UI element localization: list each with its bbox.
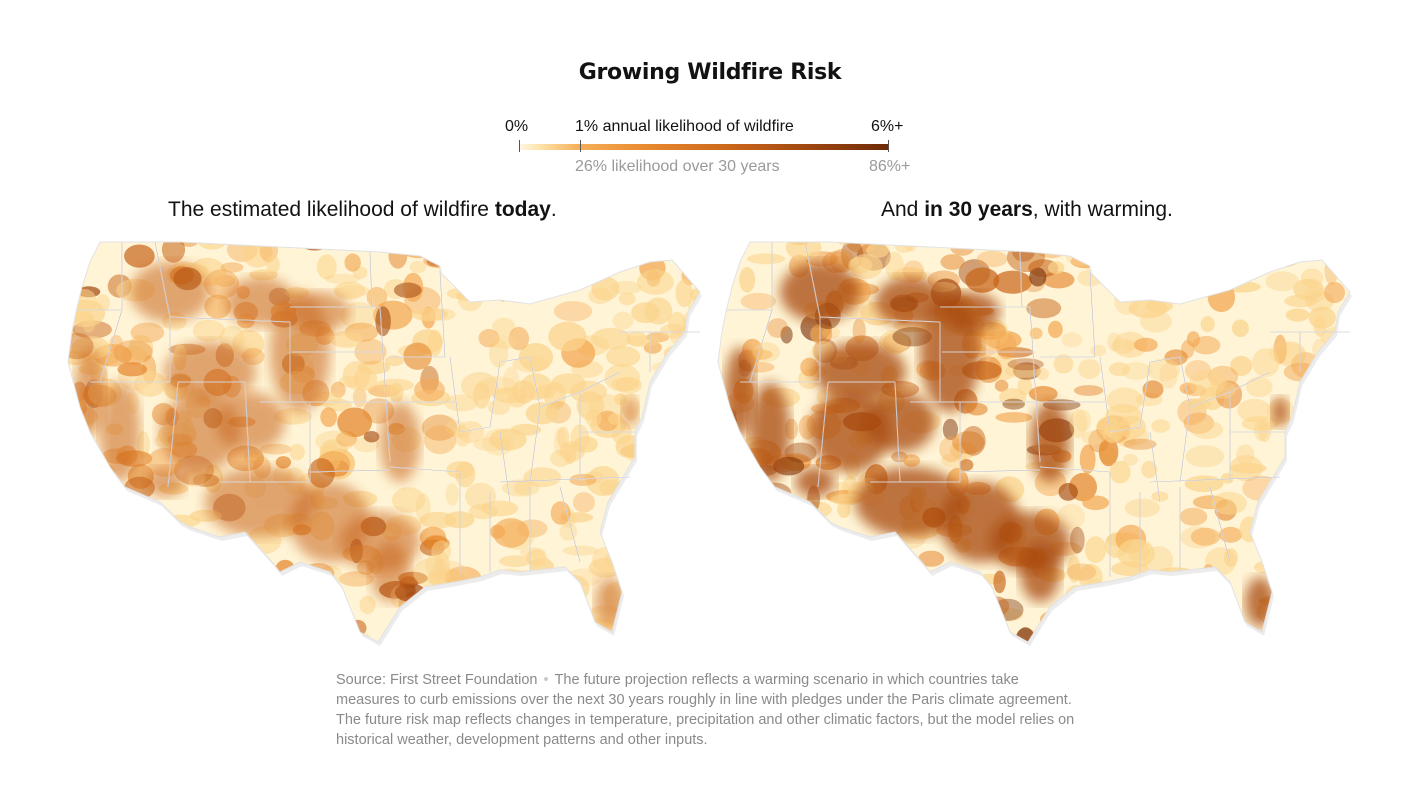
legend-tick-min	[519, 140, 520, 152]
state-borders	[726, 241, 1350, 577]
map-future	[717, 241, 1352, 646]
legend-max-sub-label: 86%+	[869, 158, 911, 175]
separator-dot: •	[543, 672, 549, 688]
heading-suffix: , with warming.	[1032, 198, 1173, 221]
heading-prefix: And	[881, 198, 925, 221]
source-label: Source: First Street Foundation	[336, 672, 538, 688]
heading-suffix: .	[550, 198, 557, 221]
map-heading-today: The estimated likelihood of wildfire tod…	[168, 198, 557, 222]
source-note: Source: First Street Foundation • The futu…	[336, 670, 1076, 750]
source-text: The future projection reflects a warming…	[336, 672, 1075, 748]
legend-gradient-bar	[519, 144, 889, 150]
map-heading-future: And in 30 years, with warming.	[881, 198, 1173, 222]
legend-tick-max	[888, 140, 889, 152]
legend-max-label: 6%+	[871, 118, 904, 135]
heading-bold: today	[494, 198, 551, 221]
us-outline	[717, 241, 1351, 643]
state-borders	[76, 241, 700, 577]
heading-prefix: The estimated likelihood of wildfire	[168, 198, 495, 221]
map-today	[67, 241, 702, 646]
heading-bold: in 30 years	[924, 198, 1033, 221]
us-outline	[67, 241, 701, 643]
chart-title: Growing Wildfire Risk	[578, 60, 842, 85]
legend-tick-mid	[580, 140, 581, 152]
legend-mid-sub-label: 26% likelihood over 30 years	[575, 158, 780, 175]
color-legend: 0% 1% annual likelihood of wildfire 6%+ …	[505, 118, 925, 178]
legend-mid-label: 1% annual likelihood of wildfire	[575, 118, 794, 135]
legend-min-label: 0%	[505, 118, 529, 135]
